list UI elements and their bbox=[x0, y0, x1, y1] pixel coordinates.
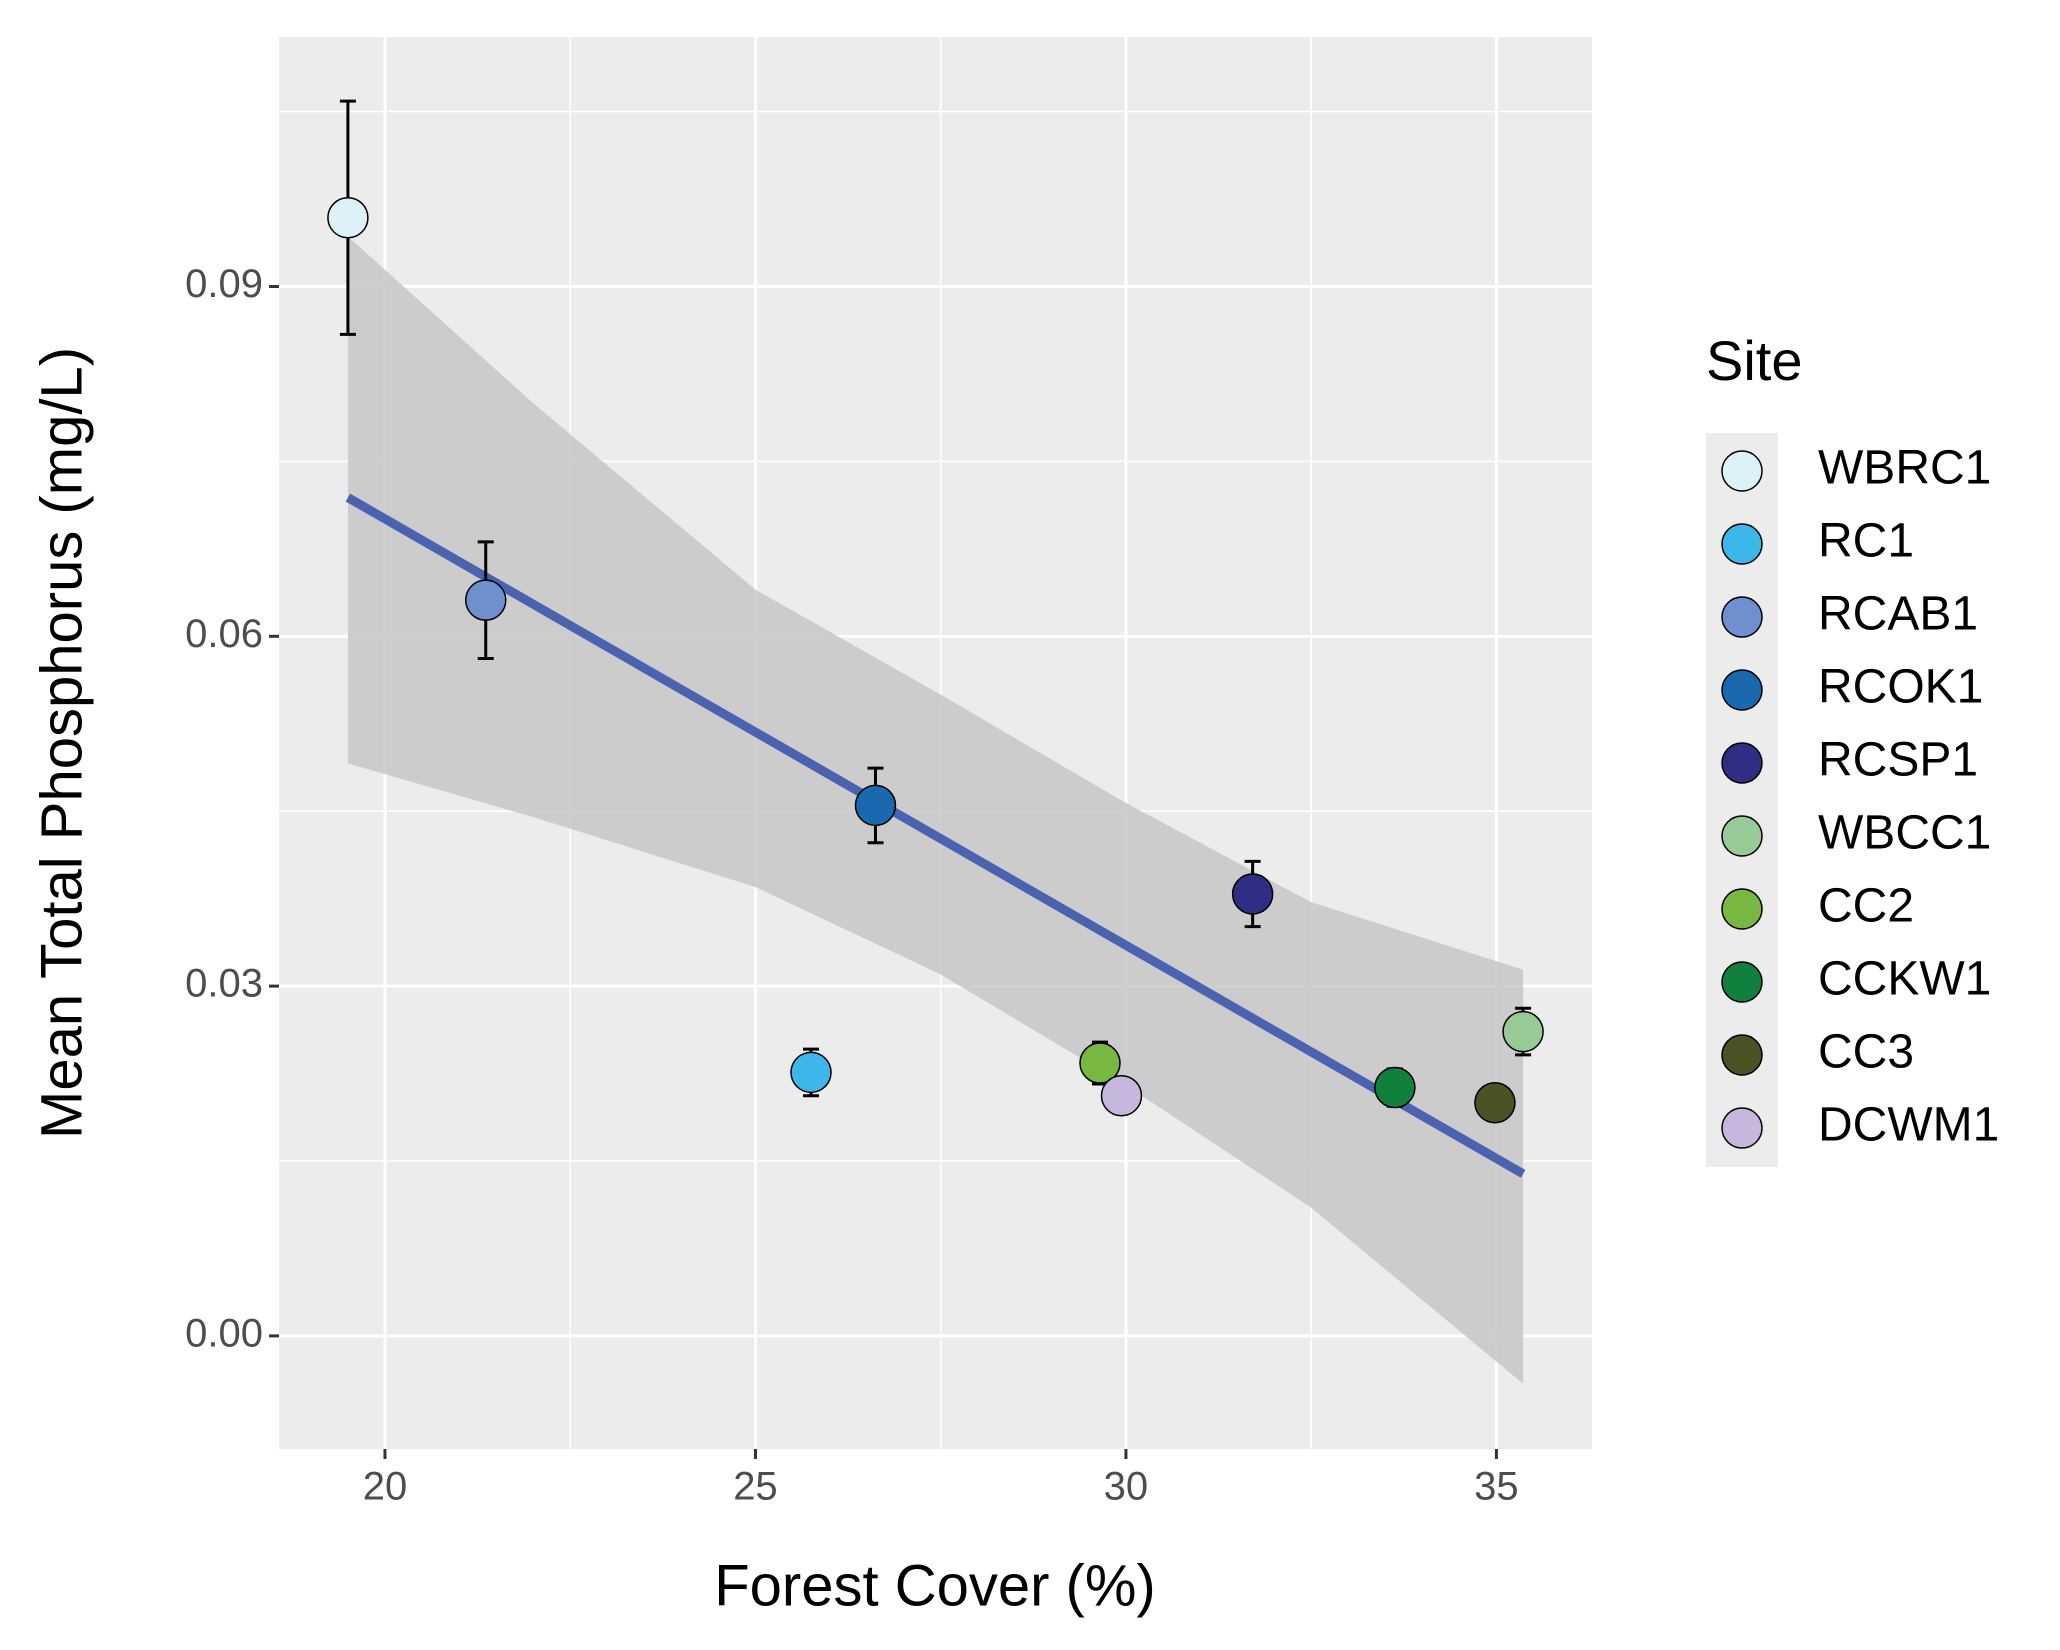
fit-line bbox=[345, 493, 1526, 1178]
x-tick-label: 25 bbox=[733, 1465, 778, 1509]
legend-label: RCAB1 bbox=[1818, 588, 1978, 641]
legend-label: RCSP1 bbox=[1818, 734, 1978, 787]
legend-label: CC2 bbox=[1818, 880, 1914, 933]
point bbox=[790, 1051, 832, 1094]
point bbox=[1079, 1042, 1121, 1084]
legend-label: CCKW1 bbox=[1818, 953, 1991, 1006]
legend-swatch bbox=[1721, 888, 1763, 930]
y-tick-label: 0.03 bbox=[185, 962, 263, 1006]
point bbox=[1374, 1066, 1416, 1109]
y-tick-label: 0.06 bbox=[185, 612, 263, 656]
legend-swatch bbox=[1721, 523, 1763, 565]
legend-swatch bbox=[1721, 742, 1763, 784]
confidence-band bbox=[347, 236, 1524, 1384]
point bbox=[464, 579, 507, 621]
y-tick-label: 0.00 bbox=[185, 1311, 263, 1355]
point bbox=[327, 196, 369, 239]
legend-swatch bbox=[1721, 1107, 1763, 1149]
legend-label: RCOK1 bbox=[1818, 661, 1983, 714]
point bbox=[1231, 873, 1274, 915]
legend-title: Site bbox=[1706, 329, 1803, 392]
legend-swatch bbox=[1721, 669, 1763, 711]
legend-swatch bbox=[1721, 450, 1763, 492]
point bbox=[1100, 1074, 1143, 1117]
legend-swatch bbox=[1721, 596, 1763, 638]
legend-swatch bbox=[1721, 1034, 1763, 1076]
legend-swatch bbox=[1721, 961, 1763, 1003]
point bbox=[854, 784, 897, 827]
point bbox=[1474, 1081, 1516, 1124]
legend-label: WBCC1 bbox=[1818, 807, 1991, 860]
y-tick-label: 0.09 bbox=[185, 262, 263, 306]
legend-label: WBRC1 bbox=[1818, 442, 1991, 495]
x-tick-label: 30 bbox=[1104, 1465, 1149, 1509]
x-tick-label: 35 bbox=[1474, 1465, 1519, 1509]
legend-label: CC3 bbox=[1818, 1026, 1914, 1079]
point bbox=[1502, 1010, 1544, 1053]
y-axis-title: Mean Total Phosphorus (mg/L) bbox=[29, 347, 94, 1139]
x-axis-title: Forest Cover (%) bbox=[714, 1553, 1156, 1618]
legend-label: DCWM1 bbox=[1818, 1099, 1999, 1152]
legend-swatch bbox=[1721, 815, 1763, 857]
legend-label: RC1 bbox=[1818, 515, 1914, 568]
x-tick-label: 20 bbox=[363, 1465, 408, 1509]
